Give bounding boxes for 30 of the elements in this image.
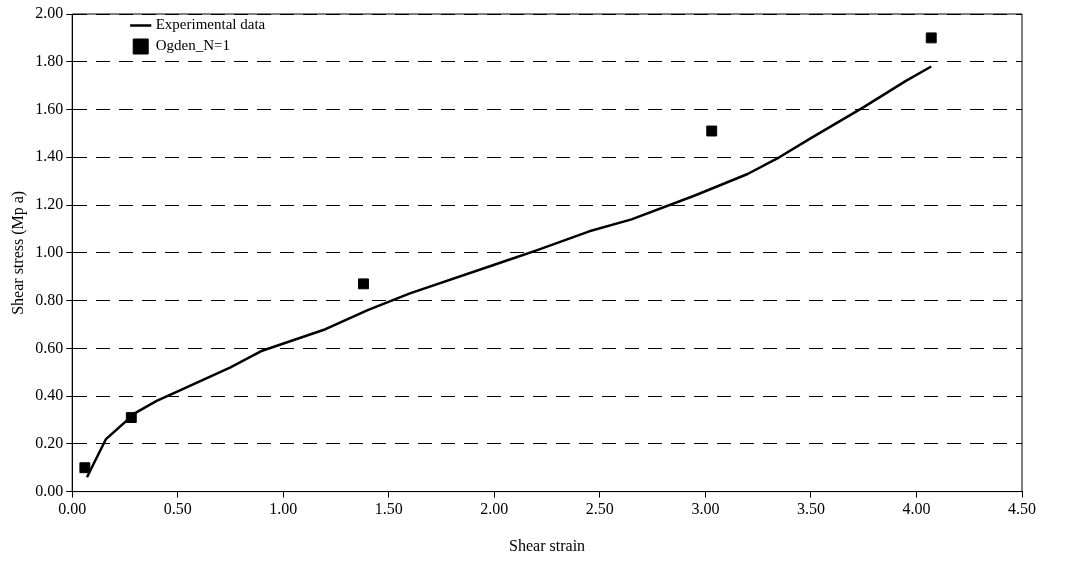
x-tick-label: 2.00 <box>480 500 509 518</box>
y-tick-label: 1.80 <box>35 51 64 69</box>
y-tick-label: 1.20 <box>35 195 64 213</box>
point <box>125 412 137 424</box>
y-tick-label: 1.60 <box>35 99 64 117</box>
point <box>925 32 937 44</box>
x-tick-label: 1.50 <box>374 500 403 518</box>
y-tick-label: 0.00 <box>35 481 64 499</box>
y-tick-label: 0.20 <box>35 434 64 452</box>
legend-label: Ogden_N=1 <box>155 37 230 54</box>
x-tick-label: 3.00 <box>691 500 720 518</box>
y-tick-label: 1.40 <box>35 147 64 165</box>
y-tick-label: 0.60 <box>35 338 64 356</box>
y-axis-title: Shear stress (Mp a) <box>8 190 27 315</box>
x-tick-label: 4.50 <box>1008 500 1036 518</box>
y-tick-label: 2.00 <box>35 4 64 22</box>
x-tick-label: 4.00 <box>902 500 931 518</box>
point <box>358 278 369 290</box>
y-tick-label: 0.80 <box>35 290 64 308</box>
x-axis-title: Shear strain <box>509 536 586 554</box>
x-tick-label: 1.00 <box>269 500 298 518</box>
legend-label: Experimental data <box>155 16 266 33</box>
point <box>706 125 718 137</box>
x-tick-label: 0.00 <box>58 500 87 518</box>
x-tick-label: 0.50 <box>163 500 192 518</box>
y-tick-label: 1.00 <box>35 243 64 260</box>
y-tick-label: 0.40 <box>35 386 64 404</box>
x-tick-label: 3.50 <box>796 500 825 518</box>
x-tick-label: 2.50 <box>585 500 614 518</box>
point <box>79 462 91 474</box>
